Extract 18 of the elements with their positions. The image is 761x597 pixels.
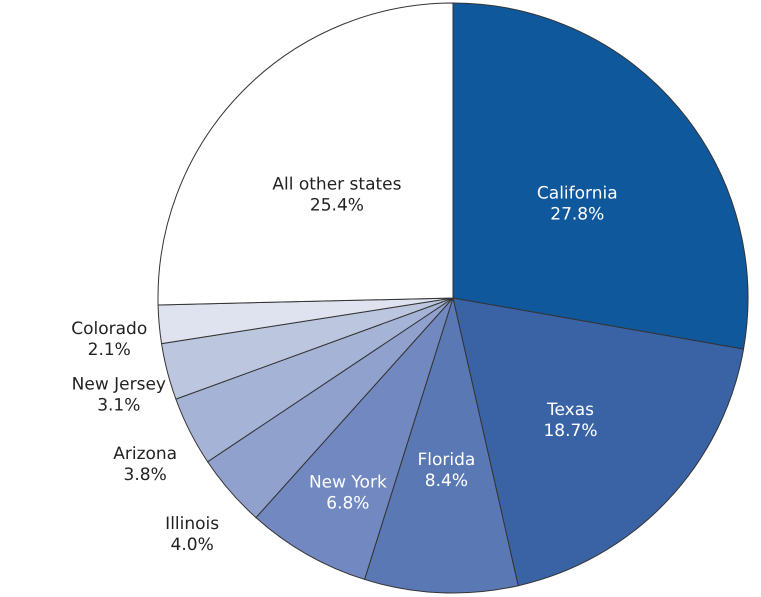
slice-label: Illinois: [165, 514, 220, 534]
data-label: 27.8%: [550, 204, 604, 225]
data-label: 8.4%: [424, 471, 468, 492]
slice-label: Texas: [546, 400, 594, 420]
slice-label: Arizona: [113, 444, 178, 464]
data-label: 25.4%: [310, 196, 364, 216]
data-label: 2.1%: [88, 340, 131, 360]
slice-label: New Jersey: [72, 374, 166, 394]
data-label: 18.7%: [543, 420, 598, 441]
slice-label: New York: [308, 472, 387, 493]
data-label: 6.8%: [326, 494, 370, 514]
data-label: 4.0%: [170, 535, 214, 556]
slice-label: Florida: [417, 450, 476, 470]
data-label: 3.1%: [97, 395, 140, 416]
slice-label: California: [536, 184, 618, 204]
slice-label: Colorado: [71, 318, 148, 339]
data-label: 3.8%: [124, 465, 167, 486]
slice-label: All other states: [272, 174, 402, 195]
